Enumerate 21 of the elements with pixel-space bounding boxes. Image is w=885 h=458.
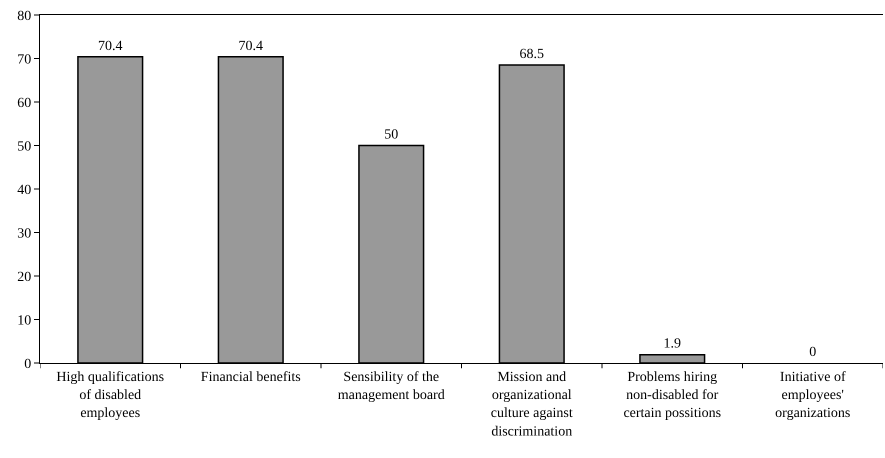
y-tick-label: 70 xyxy=(17,52,32,68)
data-label: 50 xyxy=(384,128,398,142)
x-tick-label: High qualifications of disabled employees xyxy=(56,370,164,422)
y-tick-label: 80 xyxy=(17,8,32,24)
y-tick-label: 10 xyxy=(17,313,32,328)
data-label: 70.4 xyxy=(98,38,122,54)
x-tick-label: Financial benefits xyxy=(200,370,301,385)
data-label: 68.5 xyxy=(520,47,544,62)
y-tick-label: 50 xyxy=(17,139,32,154)
y-tick-label: 30 xyxy=(17,226,32,242)
x-tick-label: Sensibility of the management board xyxy=(338,370,445,403)
y-tick-label: 20 xyxy=(17,270,32,285)
data-label: 1.9 xyxy=(664,336,682,352)
y-tick-label: 60 xyxy=(17,96,32,111)
data-label: 70.4 xyxy=(238,38,264,54)
y-tick-label: 0 xyxy=(24,356,32,372)
data-label: 0 xyxy=(809,345,816,360)
x-tick-label: Initiative of employees' organizations xyxy=(775,370,850,422)
x-tick-label: Problems hiring non-disabled for certain possitions xyxy=(623,370,722,422)
x-tick-label: Mission and organizational culture against discrimination xyxy=(490,370,573,440)
y-tick-label: 40 xyxy=(17,182,32,198)
